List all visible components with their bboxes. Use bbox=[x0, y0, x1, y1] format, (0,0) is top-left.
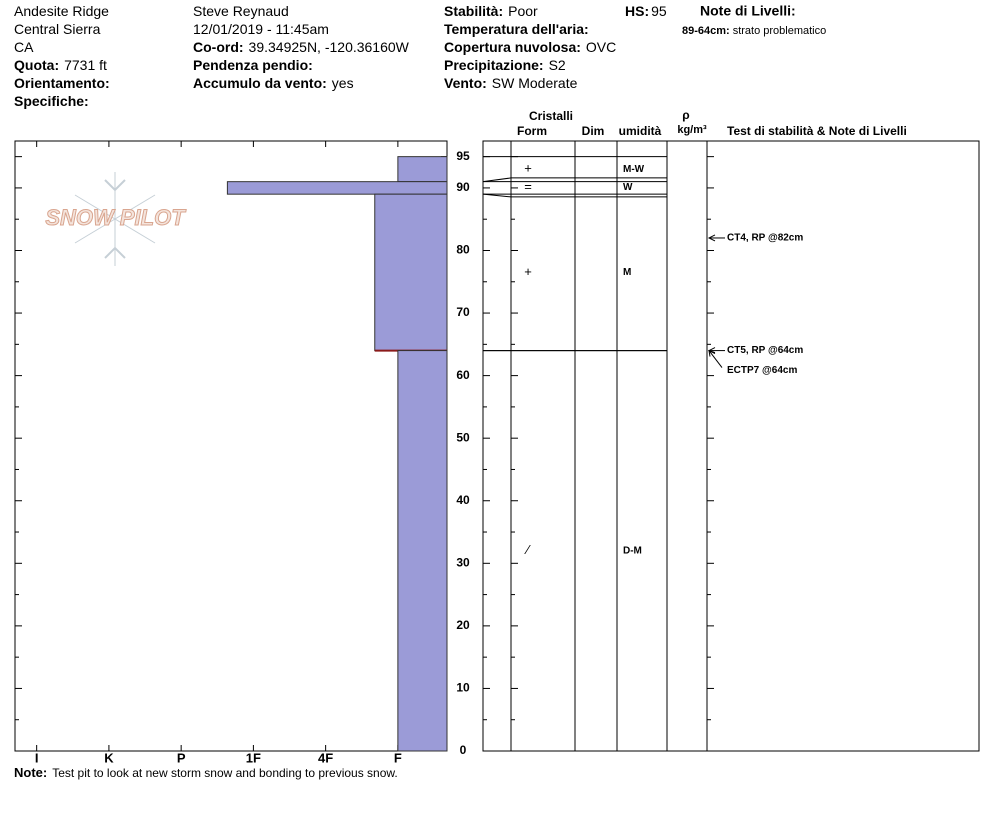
field-value: CA bbox=[14, 39, 34, 55]
table-frame bbox=[482, 140, 980, 752]
field-label: Vento: bbox=[444, 75, 487, 91]
layer-note: 89-64cm: strato problematico bbox=[682, 25, 826, 37]
field-label: Specifiche: bbox=[14, 93, 89, 109]
header-field: Temperatura dell'aria: bbox=[444, 21, 589, 37]
note-label: Note: bbox=[14, 765, 47, 780]
y-tick-label: 90 bbox=[456, 180, 470, 194]
note: Note: Test pit to look at new storm snow … bbox=[14, 765, 398, 780]
field-label: 89-64cm: bbox=[682, 25, 730, 37]
hardness-layer bbox=[397, 350, 448, 752]
table-columns bbox=[510, 141, 708, 751]
field-label: Copertura nuvolosa: bbox=[444, 39, 581, 55]
column-header: umidità bbox=[619, 124, 662, 138]
field-value: 7731 ft bbox=[64, 57, 107, 73]
field-label: Orientamento: bbox=[14, 75, 110, 91]
stability-test: CT5, RP @64cm bbox=[727, 345, 803, 356]
column-header: Form bbox=[517, 124, 547, 138]
header-field: Central Sierra bbox=[14, 21, 101, 37]
hardness-layer bbox=[397, 156, 448, 183]
header-field: Vento: SW Moderate bbox=[444, 75, 578, 91]
field-value: OVC bbox=[586, 39, 616, 55]
field-label: Pendenza pendio: bbox=[193, 57, 313, 73]
header-field: Co-ord: 39.34925N, -120.36160W bbox=[193, 39, 410, 55]
field-label: Temperatura dell'aria: bbox=[444, 21, 589, 37]
stability-test: ECTP7 @64cm bbox=[727, 365, 797, 376]
x-tick-label: I bbox=[35, 750, 39, 765]
layer-notes-title: Note di Livelli: bbox=[700, 3, 796, 19]
field-value: strato problematico bbox=[733, 25, 827, 37]
column-header: Test di stabilità & Note di Livelli bbox=[727, 124, 907, 138]
header-field: Precipitazione: S2 bbox=[444, 57, 566, 73]
moisture: M-W bbox=[623, 164, 645, 175]
y-tick-label: 70 bbox=[456, 305, 470, 319]
header-field: Accumulo da vento: yes bbox=[193, 75, 354, 91]
moisture: W bbox=[623, 182, 633, 193]
field-value: Poor bbox=[508, 3, 538, 19]
hardness-layer bbox=[226, 181, 448, 195]
header-field: Stabilità: Poor bbox=[444, 3, 538, 19]
y-tick-label: 95 bbox=[456, 149, 470, 163]
y-tick-label: 80 bbox=[456, 243, 470, 257]
field-value: 12/01/2019 - 11:45am bbox=[193, 21, 329, 37]
field-value: Central Sierra bbox=[14, 21, 101, 37]
grain-form: + bbox=[524, 161, 532, 176]
header-field: 12/01/2019 - 11:45am bbox=[193, 21, 329, 37]
header-field: CA bbox=[14, 39, 34, 55]
x-tick-label: F bbox=[394, 750, 402, 765]
moisture: M bbox=[623, 267, 631, 278]
field-label: Stabilità: bbox=[444, 3, 503, 19]
y-tick-label: 30 bbox=[456, 555, 470, 569]
header-field: Quota: 7731 ft bbox=[14, 57, 107, 73]
header-field: Orientamento: bbox=[14, 75, 110, 91]
logo-text: SNOW PILOT bbox=[45, 205, 186, 230]
header-field: Steve Reynaud bbox=[193, 3, 289, 19]
grain-form: ⁄ bbox=[524, 542, 531, 557]
field-label: Precipitazione: bbox=[444, 57, 544, 73]
hs-field: HS: 95 bbox=[625, 3, 667, 19]
column-header: ρ bbox=[682, 108, 689, 122]
snowflake-logo bbox=[74, 172, 156, 266]
header-field: Andesite Ridge bbox=[14, 3, 109, 19]
x-tick-label: 1F bbox=[246, 750, 261, 765]
field-label: Accumulo da vento: bbox=[193, 75, 327, 91]
moisture: D-M bbox=[623, 545, 642, 556]
grain-form: + bbox=[524, 264, 532, 279]
stability-test: CT4, RP @82cm bbox=[727, 233, 803, 244]
y-tick-label: 0 bbox=[460, 743, 467, 757]
column-header: Cristalli bbox=[529, 109, 573, 123]
test-arrowhead bbox=[708, 349, 716, 357]
column-header: kg/m³ bbox=[677, 124, 707, 136]
y-tick-label: 10 bbox=[456, 681, 470, 695]
note-value: Test pit to look at new storm snow and b… bbox=[52, 766, 398, 780]
header-field: Copertura nuvolosa: OVC bbox=[444, 39, 616, 55]
layer-boundary bbox=[482, 177, 512, 183]
header-field: Specifiche: bbox=[14, 93, 89, 109]
field-label: HS: bbox=[625, 3, 649, 19]
field-value: yes bbox=[332, 75, 354, 91]
grain-form: = bbox=[524, 179, 532, 194]
y-tick-label: 40 bbox=[456, 493, 470, 507]
field-value: 39.34925N, -120.36160W bbox=[249, 39, 410, 55]
x-tick-label: K bbox=[104, 750, 114, 765]
x-tick-label: P bbox=[177, 750, 186, 765]
header-field: Pendenza pendio: bbox=[193, 57, 313, 73]
x-tick-label: 4F bbox=[318, 750, 333, 765]
test-arrowhead bbox=[707, 234, 716, 242]
y-tick-label: 20 bbox=[456, 618, 470, 632]
y-tick-label: 50 bbox=[456, 430, 470, 444]
field-label: Co-ord: bbox=[193, 39, 244, 55]
field-value: SW Moderate bbox=[492, 75, 578, 91]
field-value: Steve Reynaud bbox=[193, 3, 289, 19]
field-label: Quota: bbox=[14, 57, 59, 73]
column-header: Dim bbox=[582, 124, 605, 138]
field-value: 95 bbox=[651, 3, 667, 19]
field-value: S2 bbox=[549, 57, 566, 73]
hardness-layer bbox=[374, 193, 448, 352]
y-tick-label: 60 bbox=[456, 368, 470, 382]
test-arrow bbox=[708, 350, 723, 368]
field-value: Andesite Ridge bbox=[14, 3, 109, 19]
